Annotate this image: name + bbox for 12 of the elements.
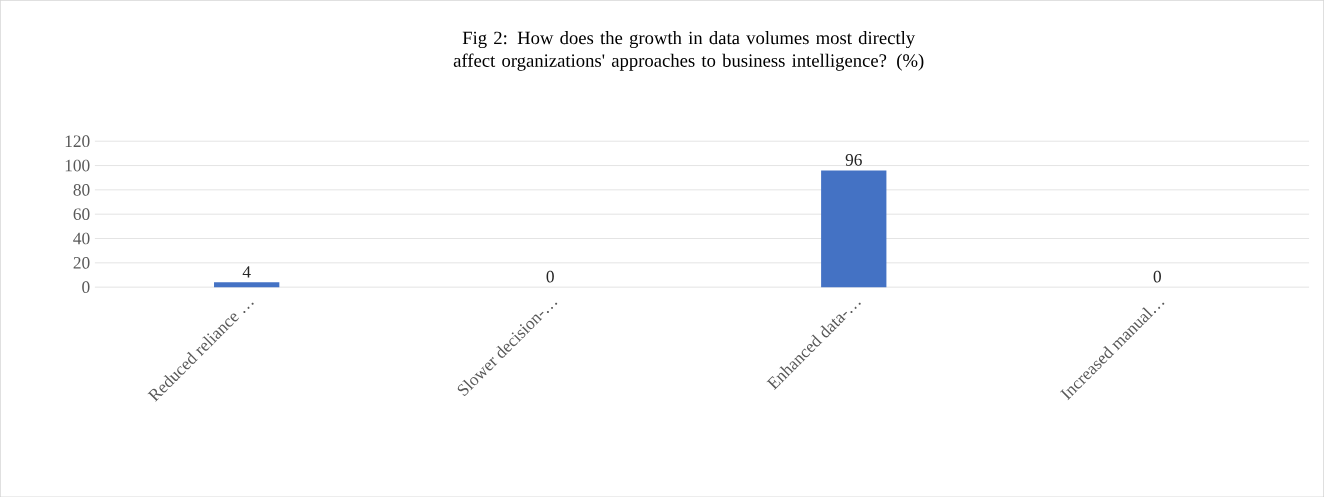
y-tick-label: 100: [65, 159, 90, 172]
data-label: 96: [845, 153, 862, 166]
y-tick-label: 0: [82, 281, 90, 293]
y-tick-label: 20: [73, 256, 90, 269]
chart-title: Fig 2: How does the growth in data volumes most directly affect organizations' approaches to business intelligence? (%): [453, 30, 924, 71]
y-tick-label: 80: [73, 183, 90, 196]
y-tick-label: 40: [73, 232, 90, 245]
data-label: 0: [1153, 270, 1161, 283]
y-tick-label: 60: [73, 208, 90, 220]
y-tick-label: 120: [65, 135, 90, 147]
data-label: 4: [242, 266, 251, 278]
data-label: 0: [546, 270, 554, 283]
